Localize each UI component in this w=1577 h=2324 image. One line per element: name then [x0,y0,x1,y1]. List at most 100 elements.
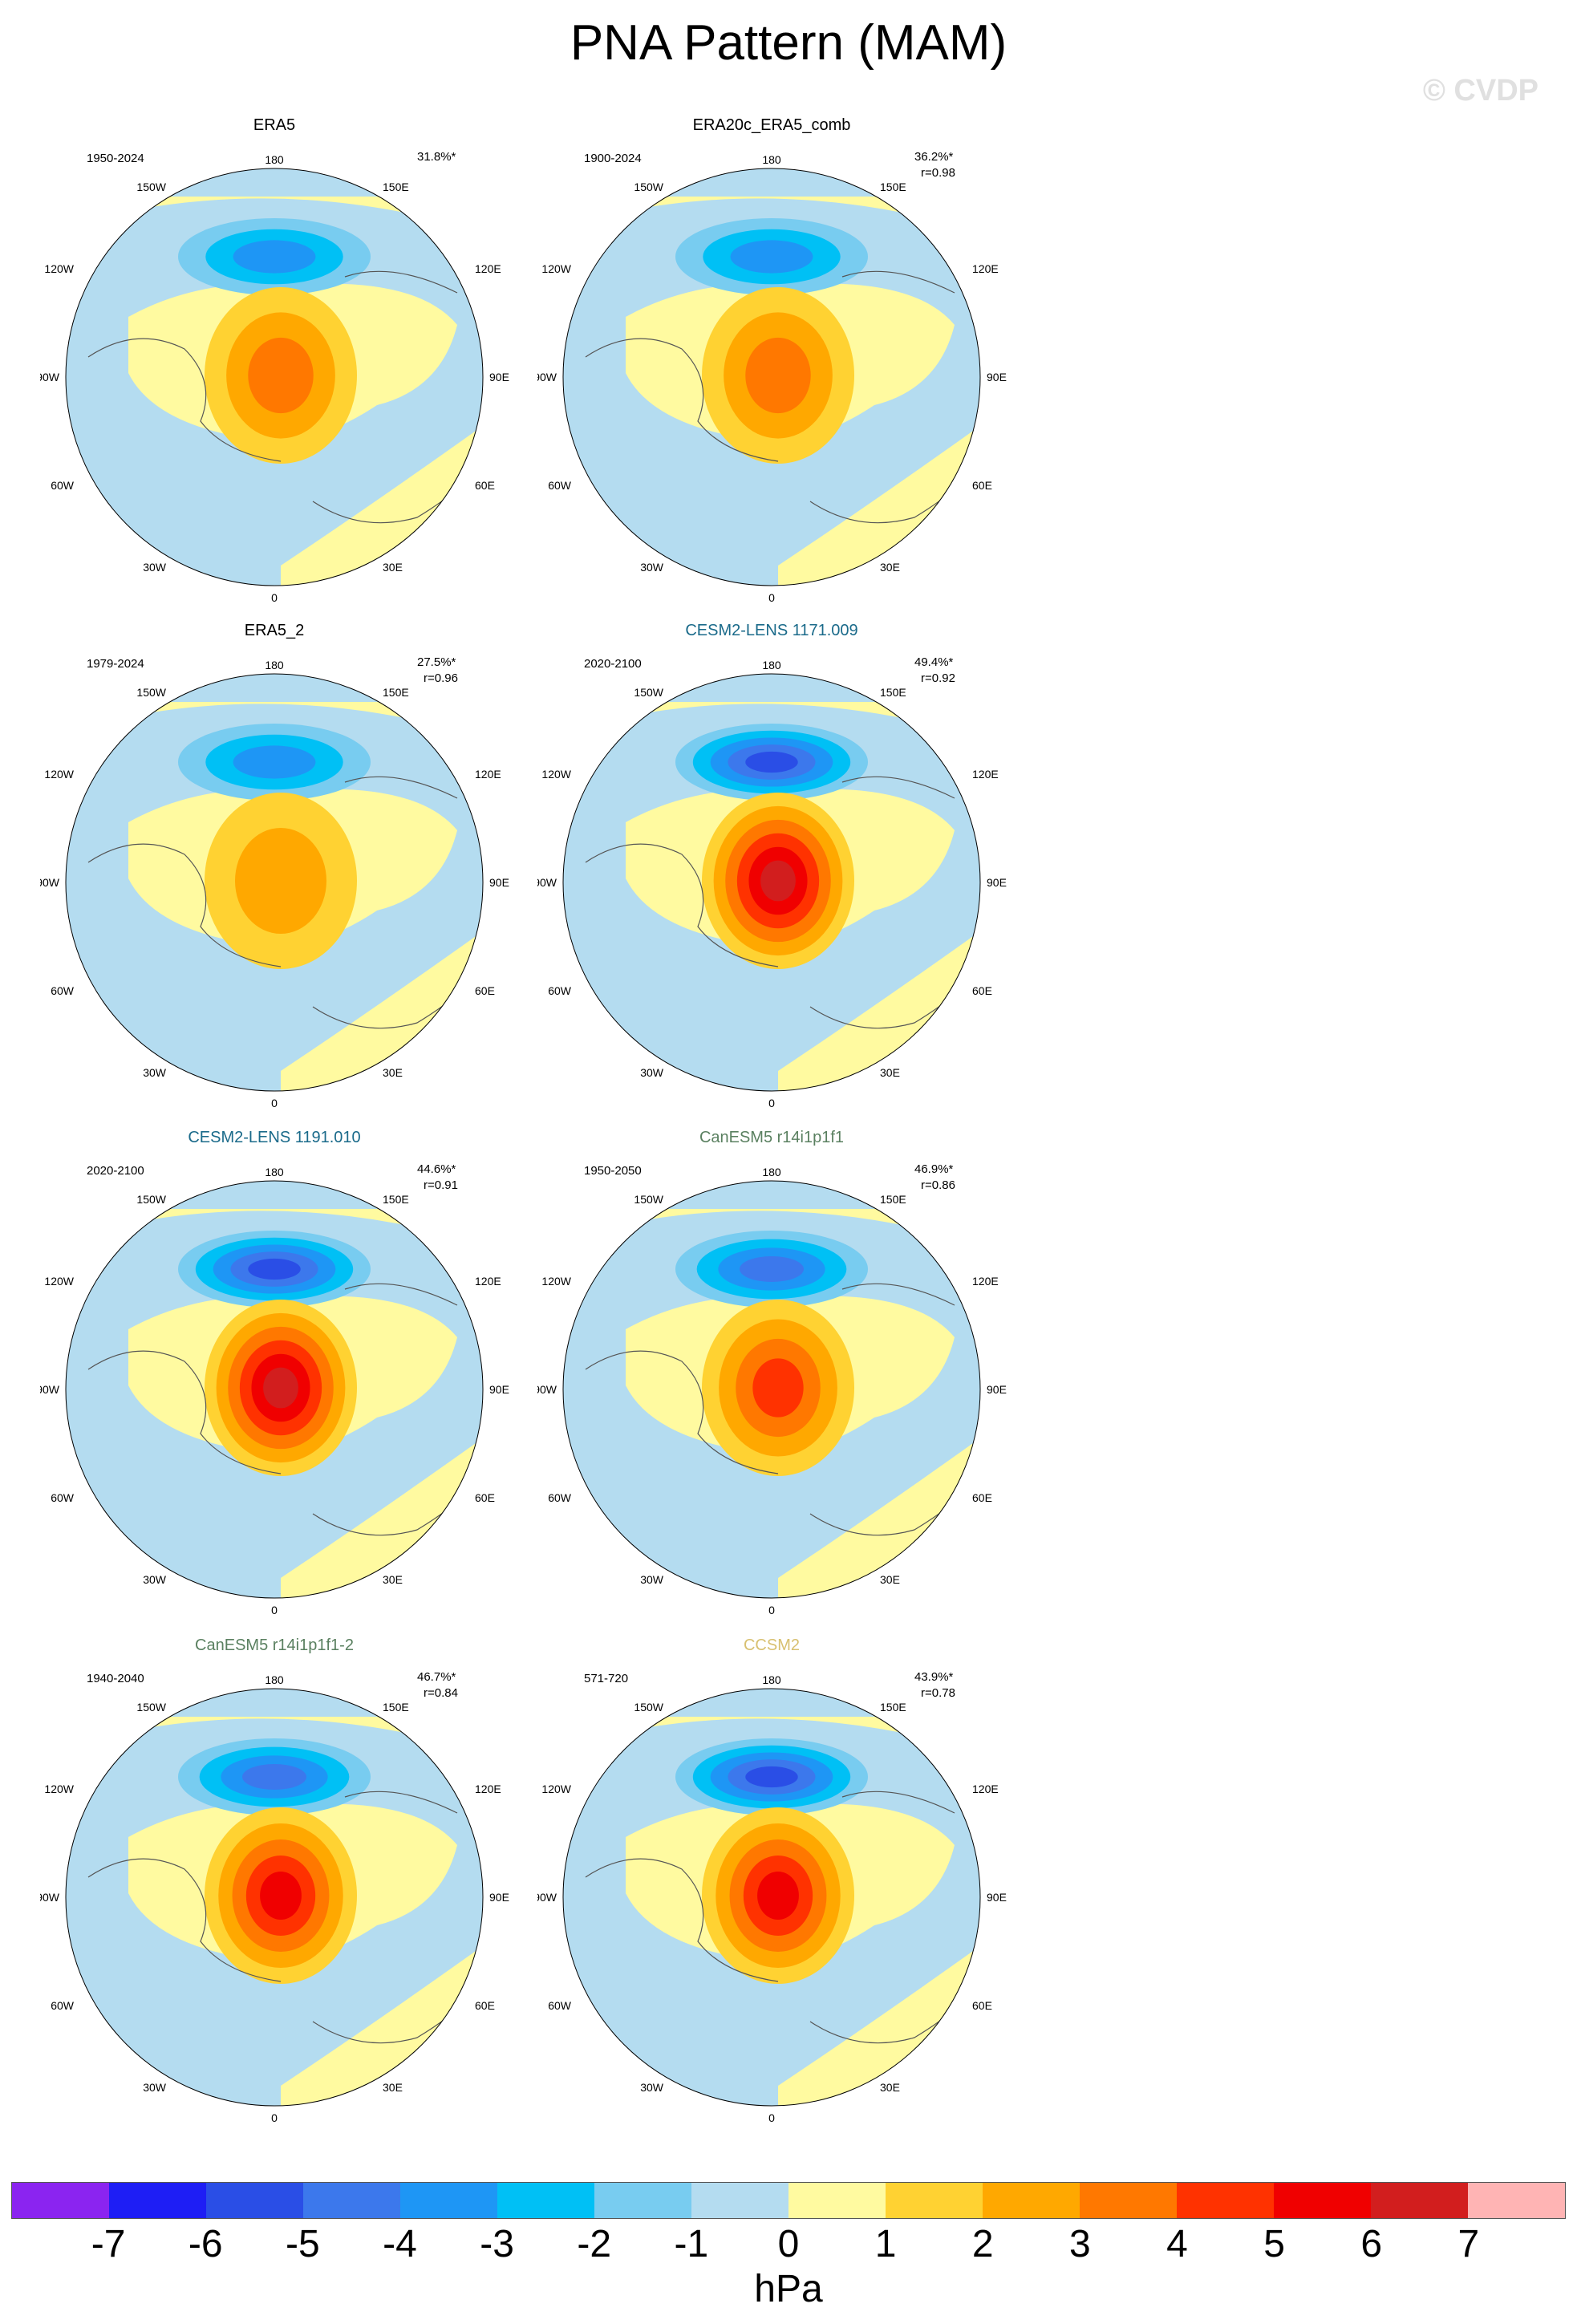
positive-anomaly-contour [248,337,314,414]
negative-anomaly-contour [740,1256,804,1282]
colorbar-swatch [303,2183,400,2218]
colorbar [11,2182,1566,2219]
longitude-label-120w: 120W [44,1275,74,1288]
map-panel: CESM2-LENS 1191.010 2020-2100 44.6%* r=0.91… [40,1129,762,1642]
map-boundary [562,1688,981,2107]
map-boundary [562,168,981,586]
polar-map: 180 0 90W 90E 150W 120W 150E 120E 60W 30W 60E 30E [40,659,509,1109]
positive-anomaly-contour [760,860,796,902]
longitude-label-60w: 60W [51,479,75,492]
longitude-label-0: 0 [271,1604,278,1616]
longitude-label-90w: 90W [537,1891,557,1904]
positive-anomaly-band [563,702,980,742]
colorbar-swatch [12,2183,109,2218]
map-panel: CanESM5 r14i1p1f1-2 1940-2040 46.7%* r=0.84… [40,1637,762,2150]
longitude-label-150e: 150E [880,686,906,699]
colorbar-swatch [691,2183,788,2218]
panel-correlation: r=0.84 [424,1686,458,1700]
credit-watermark: © CVDP [1422,74,1538,107]
colorbar-tick-label: 0 [777,2223,800,2265]
longitude-label-180: 180 [265,659,284,671]
map-panel: ERA5 1950-2024 31.8%* 180 0 90W 90E 150W 120W 150… [40,116,762,630]
longitude-label-120e: 120E [972,262,999,275]
colorbar-swatch [1371,2183,1468,2218]
longitude-label-30e: 30E [880,1066,900,1079]
longitude-label-60w: 60W [51,1999,75,2012]
positive-anomaly-band [66,1209,483,1249]
positive-anomaly-contour [263,1367,298,1409]
colorbar-swatch [1177,2183,1274,2218]
longitude-label-60e: 60E [475,1999,495,2012]
map-boundary [562,1180,981,1599]
longitude-label-120w: 120W [44,262,74,275]
colorbar-tick-label: -7 [91,2223,126,2265]
panel-period: 1950-2024 [87,152,144,165]
longitude-label-90e: 90E [987,1383,1007,1396]
longitude-label-30w: 30W [640,561,664,574]
longitude-label-120e: 120E [475,768,501,781]
longitude-label-120e: 120E [972,768,999,781]
longitude-label-150e: 150E [383,180,409,193]
longitude-label-180: 180 [762,1166,781,1178]
longitude-label-60w: 60W [548,984,572,997]
longitude-label-60e: 60E [475,984,495,997]
map-panel: ERA5_2 1979-2024 27.5%* r=0.96 180 0 90W 90E 150… [40,622,762,1135]
map-panel: CCSM2 571-720 43.9%* r=0.78 180 0 90W 90E 150W 12… [537,1637,1259,2150]
positive-anomaly-band [563,1717,980,1757]
longitude-label-60w: 60W [548,1491,572,1504]
panel-period: 1900-2024 [584,152,642,165]
longitude-label-150w: 150W [136,1701,166,1714]
colorbar-tick-label: -2 [577,2223,612,2265]
longitude-label-0: 0 [271,1097,278,1109]
longitude-label-180: 180 [762,153,781,166]
longitude-label-150e: 150E [880,1701,906,1714]
positive-anomaly-band [563,197,980,237]
polar-map: 180 0 90W 90E 150W 120W 150E 120E 60W 30W 60E 30E [537,153,1007,604]
panel-period: 1940-2040 [87,1672,144,1685]
colorbar-tick-label: 3 [1069,2223,1091,2265]
longitude-label-120e: 120E [972,1783,999,1795]
panel-period: 1950-2050 [584,1164,642,1178]
longitude-label-90w: 90W [537,1383,557,1396]
longitude-label-60w: 60W [51,984,75,997]
longitude-label-0: 0 [768,591,775,604]
polar-map: 180 0 90W 90E 150W 120W 150E 120E 60W 30W 60E 30E [40,1673,509,2124]
longitude-label-30w: 30W [640,2081,664,2094]
map-boundary [65,168,484,586]
colorbar-tick-label: 4 [1166,2223,1188,2265]
longitude-label-30e: 30E [880,1573,900,1586]
longitude-label-90e: 90E [489,1383,509,1396]
panel-explained-variance: 31.8%* [417,150,456,164]
positive-anomaly-band [66,197,483,237]
longitude-label-30w: 30W [143,561,167,574]
panel-explained-variance: 44.6%* [417,1162,456,1176]
polar-map: 180 0 90W 90E 150W 120W 150E 120E 60W 30W 60E 30E [537,659,1007,1109]
polar-map: 180 0 90W 90E 150W 120W 150E 120E 60W 30W 60E 30E [537,1673,1007,2124]
panel-explained-variance: 36.2%* [914,150,954,164]
polar-map: 180 0 90W 90E 150W 120W 150E 120E 60W 30W 60E 30E [40,153,509,604]
panel-title: ERA5 [253,116,296,134]
polar-map: 180 0 90W 90E 150W 120W 150E 120E 60W 30W 60E 30E [40,1166,509,1616]
positive-anomaly-contour [235,828,326,934]
panel-explained-variance: 43.9%* [914,1670,954,1684]
longitude-label-120e: 120E [475,1275,501,1288]
longitude-label-60e: 60E [972,1491,992,1504]
panel-period: 2020-2100 [87,1164,144,1178]
longitude-label-30e: 30E [383,2081,403,2094]
colorbar-swatch [1080,2183,1177,2218]
panel-title: CanESM5 r14i1p1f1-2 [195,1637,354,1654]
longitude-label-60e: 60E [972,1999,992,2012]
longitude-label-30e: 30E [880,561,900,574]
panel-title: ERA20c_ERA5_comb [692,116,851,134]
colorbar-swatch [1468,2183,1565,2218]
longitude-label-120w: 120W [541,768,571,781]
longitude-label-150w: 150W [136,180,166,193]
panel-correlation: r=0.91 [424,1178,458,1192]
longitude-label-30w: 30W [143,2081,167,2094]
longitude-label-150w: 150W [136,1193,166,1206]
longitude-label-90w: 90W [40,1383,60,1396]
positive-anomaly-contour [752,1358,804,1418]
longitude-label-30w: 30W [640,1573,664,1586]
colorbar-unit: hPa [754,2268,823,2310]
longitude-label-60w: 60W [51,1491,75,1504]
